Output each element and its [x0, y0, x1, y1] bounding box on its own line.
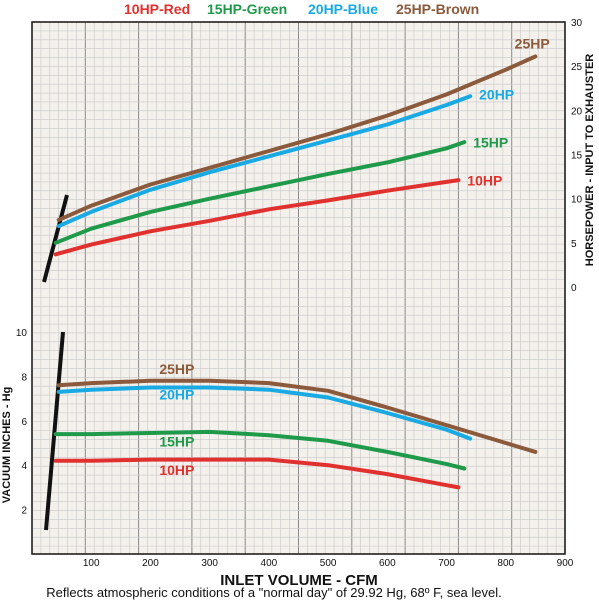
series-line-10hp-horsepower [53, 178, 461, 257]
series-line-15hp-horsepower [53, 140, 467, 245]
vacuum-slope-line [44, 331, 65, 531]
series-labels: 10HP 15HP 20HP 25HP 25HP 20HP 15HP 10HP [159, 36, 549, 479]
series-line-20hp-vacuum [56, 385, 473, 441]
series-label-25hp-vacuum: 25HP [159, 361, 194, 377]
vacuum-axis-title: VACUUM INCHES - Hg [1, 387, 13, 504]
grid [32, 22, 565, 554]
series-label-15hp-horsepower: 15HP [473, 134, 508, 150]
series-line-25hp-vacuum [56, 378, 538, 454]
x-tick-label: 300 [201, 558, 218, 569]
plot-area [31, 21, 566, 555]
x-tick-label: 700 [438, 558, 455, 569]
series-line-25hp-horsepower [56, 54, 538, 222]
series-label-10hp-vacuum: 10HP [159, 462, 194, 478]
horsepower-axis-title: HORSEPOWER - INPUT TO EXHAUSTER [584, 54, 596, 267]
horsepower-axis-ticks: 0 5 10 15 20 25 30 [571, 18, 583, 294]
vacuum-tick-label: 2 [21, 506, 27, 517]
horsepower-tick-label: 0 [571, 283, 577, 294]
horsepower-tick-label: 20 [571, 106, 583, 117]
horsepower-tick-label: 5 [571, 239, 577, 250]
horsepower-slope-line [42, 194, 69, 283]
series-label-10hp-horsepower: 10HP [467, 172, 502, 188]
series-line-20hp-horsepower [56, 94, 473, 229]
legend-10hp-red: 10HP-Red [124, 1, 190, 17]
x-tick-label: 100 [83, 558, 100, 569]
x-tick-label: 200 [142, 558, 159, 569]
vacuum-series [53, 378, 538, 490]
horsepower-tick-label: 30 [571, 18, 583, 29]
series-label-20hp-horsepower: 20HP [479, 87, 514, 103]
series-line-10hp-vacuum [53, 457, 461, 490]
horsepower-tick-label: 10 [571, 195, 583, 206]
vacuum-tick-label: 10 [16, 328, 28, 339]
x-tick-label: 400 [261, 558, 278, 569]
horsepower-tick-label: 15 [571, 151, 583, 162]
vacuum-tick-label: 8 [21, 372, 27, 383]
x-axis-ticks: 100 200 300 400 500 600 700 800 900 [83, 558, 574, 569]
series-label-15hp-vacuum: 15HP [159, 433, 194, 449]
scale-slope-lines [42, 194, 69, 531]
x-tick-label: 500 [320, 558, 337, 569]
legend-25hp-brown: 25HP-Brown [396, 1, 479, 17]
vacuum-tick-label: 4 [21, 461, 27, 472]
legend-20hp-blue: 20HP-Blue [308, 1, 378, 17]
legend: 10HP-Red 15HP-Green 20HP-Blue 25HP-Brown [124, 1, 479, 17]
series-line-15hp-vacuum [53, 429, 467, 471]
footnote: Reflects atmospheric conditions of a "no… [46, 585, 502, 600]
x-tick-label: 900 [557, 558, 574, 569]
vacuum-axis-ticks: 2 4 6 8 10 [16, 328, 28, 517]
x-tick-label: 600 [379, 558, 396, 569]
x-axis-title: INLET VOLUME - CFM [220, 572, 378, 589]
plot-frame [31, 21, 566, 555]
x-tick-label: 800 [497, 558, 514, 569]
series-label-25hp-horsepower: 25HP [515, 36, 550, 52]
horsepower-series [53, 54, 538, 257]
vacuum-tick-label: 6 [21, 417, 27, 428]
legend-15hp-green: 15HP-Green [207, 1, 287, 17]
series-label-20hp-vacuum: 20HP [159, 387, 194, 403]
horsepower-tick-label: 25 [571, 62, 583, 73]
